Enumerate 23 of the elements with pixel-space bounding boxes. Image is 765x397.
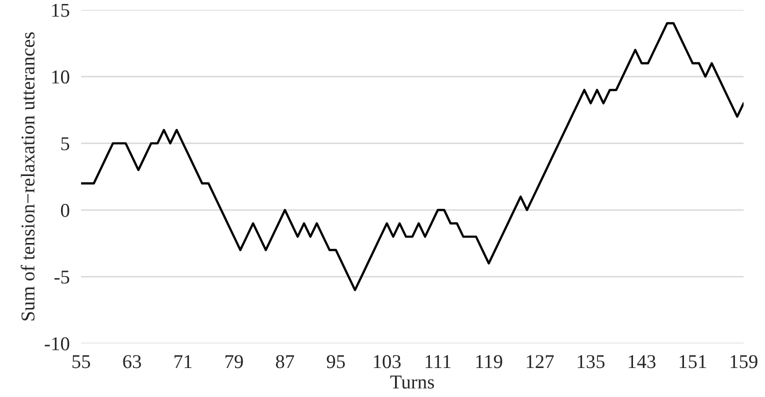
x-tick-label: 95	[326, 355, 345, 368]
x-axis-title: Turns	[390, 376, 434, 389]
x-tick-label: 135	[578, 355, 605, 368]
x-tick-label: 127	[526, 355, 554, 368]
y-tick-label: -5	[54, 270, 70, 284]
x-tick-label: 63	[123, 355, 142, 368]
y-tick-label: 10	[52, 70, 70, 84]
x-tick-label: 159	[730, 355, 758, 368]
x-tick-label: 151	[680, 355, 706, 368]
x-tick-label: 71	[174, 355, 192, 368]
x-tick-label: 111	[426, 355, 451, 368]
y-tick-label: 0	[61, 204, 70, 217]
x-tick-label: 79	[226, 355, 243, 368]
x-tick-label: 87	[276, 355, 294, 368]
x-tick-label: 55	[72, 355, 90, 368]
y-tick-label: 5	[61, 137, 70, 150]
x-tick-label: 103	[374, 355, 401, 368]
y-axis-title: Sum of tension−relaxation utterances	[20, 32, 35, 320]
y-tick-label: 15	[52, 4, 70, 17]
x-tick-label: 119	[476, 355, 502, 368]
x-tick-label: 143	[628, 355, 656, 368]
y-tick-label: -10	[44, 337, 70, 350]
line-series	[81, 22, 744, 292]
